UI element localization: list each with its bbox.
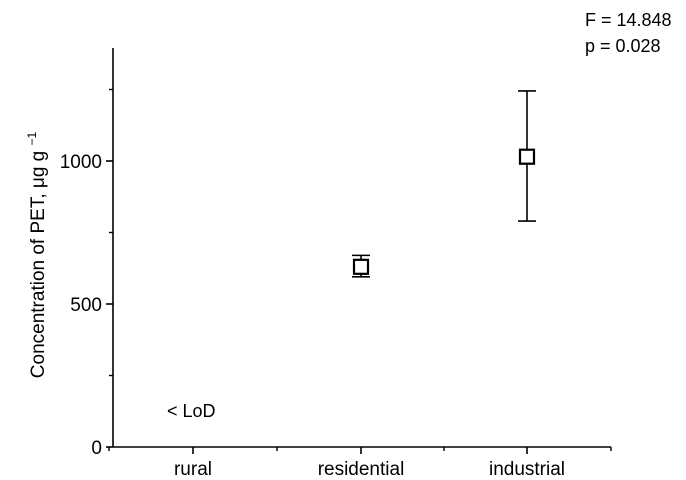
y-axis-title: Concentration of PET, μg g −1 <box>25 131 49 378</box>
marker-industrial <box>518 148 536 165</box>
f-statistic-label: F = 14.848 <box>585 10 672 30</box>
y-axis-title-text: Concentration of PET, μg g <box>28 151 49 378</box>
y-ticks: 0 500 1000 <box>60 88 113 459</box>
lod-annotation: < LoD <box>167 401 216 421</box>
p-value-label: p = 0.028 <box>585 36 661 56</box>
x-tick-label-industrial: industrial <box>489 459 565 480</box>
data-points <box>352 90 536 278</box>
x-tick-label-rural: rural <box>174 459 212 480</box>
y-tick-label: 0 <box>91 438 102 459</box>
y-tick-label: 1000 <box>60 152 102 173</box>
data-point-residential <box>352 254 370 278</box>
marker-residential <box>352 258 370 275</box>
y-tick-label: 500 <box>70 295 102 316</box>
y-axis-title-superscript: −1 <box>25 131 39 145</box>
x-tick-label-residential: residential <box>318 459 405 480</box>
x-ticks: rural residential industrial <box>108 447 612 480</box>
data-point-industrial <box>518 90 536 222</box>
